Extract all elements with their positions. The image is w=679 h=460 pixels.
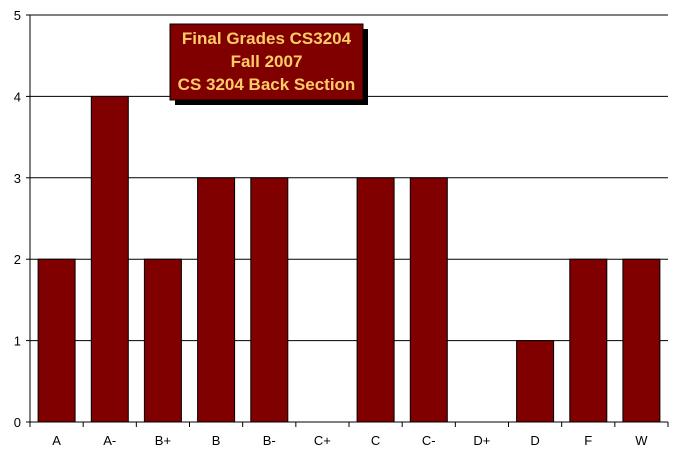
bar-w [622,258,661,423]
bar-b [197,177,236,423]
x-tick-label: D+ [473,433,490,448]
y-tick-label: 0 [14,415,21,430]
title-line-3: CS 3204 Back Section [178,75,356,94]
x-tick-label: B [212,433,221,448]
bar-a-minus [90,95,129,423]
x-tick-label: W [635,433,648,448]
y-tick-label: 2 [14,252,21,267]
title-line-1: Final Grades CS3204 [182,29,352,48]
y-tick-label: 3 [14,171,21,186]
bar-c-minus [409,177,448,423]
bar-f [569,258,608,423]
axes [26,14,669,427]
x-tick-label: A [52,433,61,448]
x-tick-label: C- [422,433,436,448]
x-tick-label: B+ [155,433,171,448]
gridlines [30,14,668,342]
x-tick-label: B- [263,433,276,448]
title-box [169,23,364,101]
bar-b-plus [143,258,182,423]
x-tick-label: C [371,433,380,448]
bar-a [37,258,76,423]
y-tick-label: 4 [14,89,21,104]
bar-c [356,177,395,423]
x-tick-label: D [530,433,539,448]
x-tick-label: F [584,433,592,448]
title-line-2: Fall 2007 [231,52,303,71]
y-tick-labels: 0 1 2 3 4 5 [14,8,21,430]
y-tick-label: 1 [14,334,21,349]
x-tick-label: C+ [314,433,331,448]
y-tick-label: 5 [14,8,21,23]
x-tick-labels: A A- B+ B B- C+ C C- D+ D F W [52,433,648,448]
bar-d [516,340,555,423]
x-tick-label: A- [103,433,116,448]
bars [37,95,661,423]
chart-title: Final Grades CS3204 Fall 2007 CS 3204 Ba… [169,23,368,105]
bar-b-minus [250,177,289,423]
